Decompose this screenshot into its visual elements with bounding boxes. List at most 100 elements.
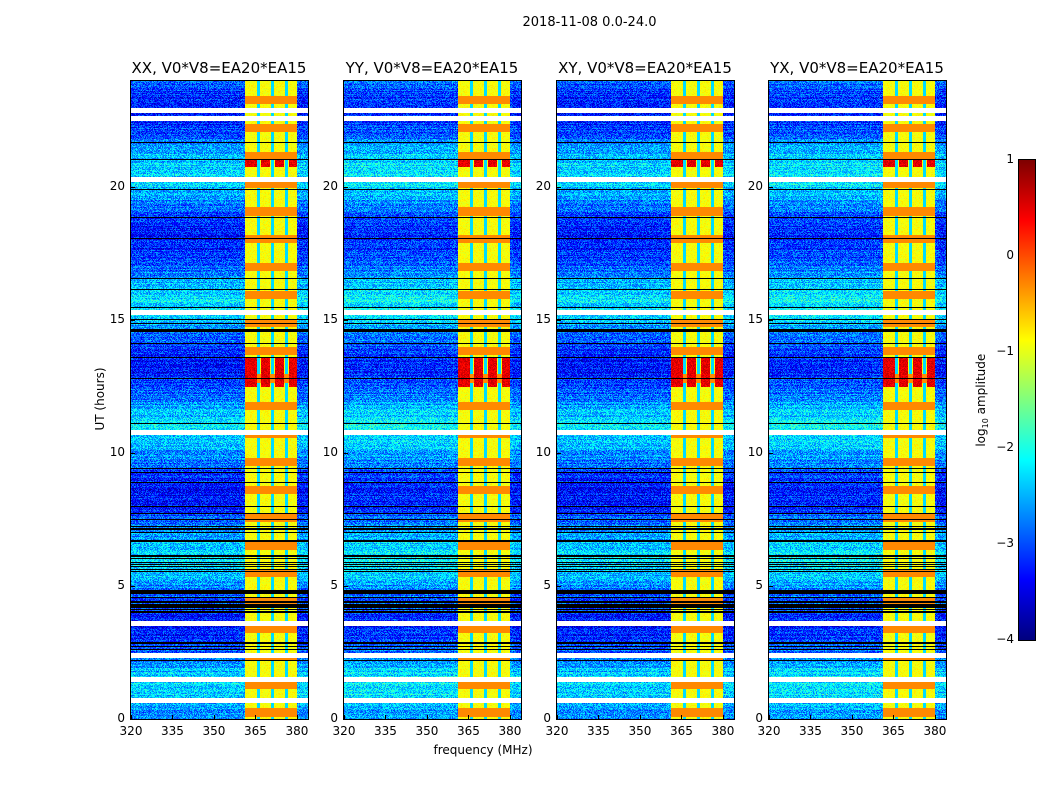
x-tick-mark [810, 715, 812, 719]
colorbar [1019, 160, 1035, 640]
y-axis-label: UT (hours) [93, 367, 107, 431]
spectrogram-panel [131, 81, 308, 719]
y-tick-mark [557, 187, 561, 189]
x-axis-label: frequency (MHz) [433, 743, 533, 757]
y-tick-mark [557, 320, 561, 322]
y-tick-mark [769, 719, 773, 720]
y-tick-label: 5 [755, 578, 763, 593]
x-tick-label: 320 [757, 724, 781, 738]
x-tick-label: 335 [374, 724, 397, 738]
x-tick-mark [681, 715, 683, 719]
x-tick-mark [769, 715, 770, 719]
y-tick-label: 5 [330, 578, 338, 593]
x-tick-label: 320 [119, 724, 143, 738]
y-tick-mark [131, 320, 135, 322]
y-tick-label: 15 [535, 312, 551, 327]
x-tick-label: 320 [545, 724, 569, 738]
y-tick-mark [769, 320, 773, 322]
x-tick-label: 380 [498, 724, 522, 738]
colorbar-label-sub: 10 [981, 418, 991, 429]
colorbar-tick-label: −4 [996, 632, 1014, 646]
y-tick-mark [557, 453, 561, 455]
y-tick-mark [344, 320, 348, 322]
y-tick-mark [557, 586, 561, 588]
y-tick-label: 20 [747, 179, 763, 194]
x-tick-label: 380 [285, 724, 309, 738]
x-tick-mark [385, 715, 387, 719]
figure-title: 2018-11-08 0.0-24.0 [522, 15, 657, 30]
x-tick-mark [722, 715, 724, 719]
x-tick-mark [598, 715, 600, 719]
x-tick-mark [851, 715, 853, 719]
colorbar-tick-label: −2 [996, 440, 1014, 454]
panel-title: XY, V0*V8=EA20*EA15 [558, 59, 732, 77]
y-tick-mark [769, 453, 773, 455]
y-tick-mark [769, 586, 773, 588]
x-tick-mark [509, 715, 511, 719]
x-tick-label: 335 [587, 724, 610, 738]
y-tick-label: 0 [330, 711, 338, 725]
x-tick-label: 320 [332, 724, 356, 738]
y-tick-mark [344, 453, 348, 455]
y-tick-label: 0 [117, 711, 125, 725]
x-tick-label: 365 [244, 724, 267, 738]
colorbar-tick-label: −1 [996, 344, 1014, 358]
y-tick-label: 20 [322, 179, 338, 194]
y-tick-label: 5 [543, 578, 551, 593]
x-tick-mark [255, 715, 257, 719]
panel-title: YX, V0*V8=EA20*EA15 [770, 59, 944, 77]
colorbar-tick-mark [1031, 640, 1035, 641]
x-tick-label: 365 [670, 724, 693, 738]
y-tick-mark [344, 719, 348, 720]
y-tick-label: 15 [109, 312, 125, 327]
x-tick-label: 350 [840, 724, 864, 738]
y-tick-label: 20 [535, 179, 551, 194]
y-tick-mark [344, 187, 348, 189]
y-tick-label: 5 [117, 578, 125, 593]
x-tick-mark [934, 715, 936, 719]
y-tick-label: 0 [543, 711, 551, 725]
y-tick-label: 10 [535, 445, 551, 460]
colorbar-tick-label: 1 [1006, 152, 1014, 166]
y-tick-label: 15 [322, 312, 338, 327]
colorbar-label: log10 amplitude [974, 340, 990, 460]
x-tick-label: 380 [711, 724, 735, 738]
x-tick-mark [557, 715, 558, 719]
y-tick-label: 10 [747, 445, 763, 460]
x-tick-mark [131, 715, 132, 719]
y-tick-mark [557, 719, 561, 720]
colorbar-tick-label: 0 [1006, 248, 1014, 262]
spectrogram-panel [769, 81, 946, 719]
spectrogram-panel [344, 81, 521, 719]
x-tick-label: 365 [882, 724, 905, 738]
x-tick-mark [172, 715, 174, 719]
x-tick-label: 350 [202, 724, 226, 738]
spectrogram-panel [557, 81, 734, 719]
x-tick-label: 335 [799, 724, 822, 738]
x-tick-label: 350 [628, 724, 652, 738]
y-tick-mark [131, 187, 135, 189]
panel-title: XX, V0*V8=EA20*EA15 [131, 59, 307, 77]
x-tick-mark [213, 715, 215, 719]
x-tick-label: 335 [161, 724, 184, 738]
y-tick-mark [131, 719, 135, 720]
y-tick-mark [344, 586, 348, 588]
y-tick-label: 0 [755, 711, 763, 725]
x-tick-mark [296, 715, 298, 719]
y-tick-label: 10 [322, 445, 338, 460]
x-tick-label: 350 [415, 724, 439, 738]
y-tick-mark [131, 586, 135, 588]
x-tick-mark [344, 715, 345, 719]
x-tick-mark [426, 715, 428, 719]
colorbar-label-rest: amplitude [973, 353, 988, 419]
panel-title: YY, V0*V8=EA20*EA15 [345, 59, 519, 77]
y-tick-label: 20 [109, 179, 125, 194]
x-tick-label: 380 [923, 724, 947, 738]
x-tick-mark [639, 715, 641, 719]
y-tick-mark [131, 453, 135, 455]
y-tick-label: 15 [747, 312, 763, 327]
x-tick-mark [893, 715, 895, 719]
y-tick-mark [769, 187, 773, 189]
x-tick-label: 365 [457, 724, 480, 738]
x-tick-mark [468, 715, 470, 719]
